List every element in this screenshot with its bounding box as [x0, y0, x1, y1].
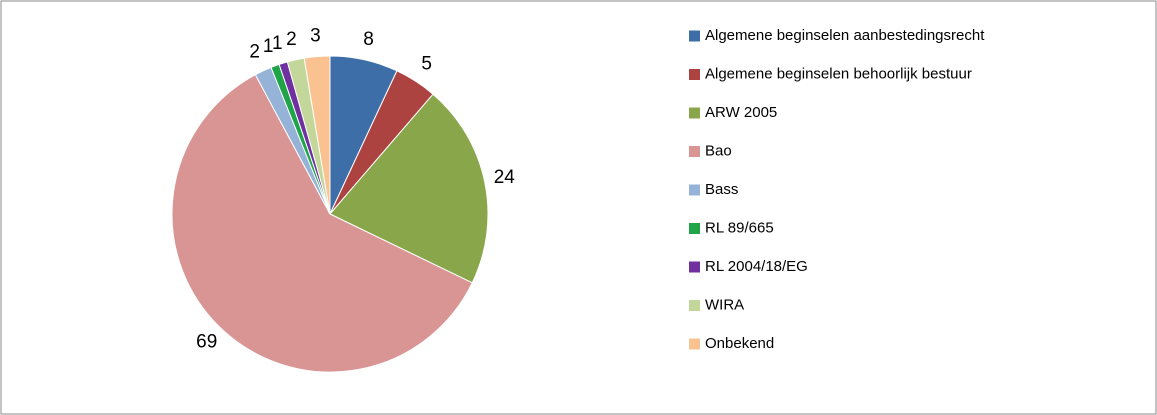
legend-swatch	[689, 338, 700, 350]
data-label: 69	[196, 331, 217, 352]
legend-label: WIRA	[705, 296, 744, 313]
legend-swatch	[689, 30, 700, 42]
data-label: 5	[421, 54, 432, 75]
data-label: 24	[494, 167, 516, 188]
legend-label: ARW 2005	[705, 104, 777, 121]
data-label: 1	[263, 36, 274, 57]
legend-label: Algemene beginselen behoorlijk bestuur	[705, 65, 972, 82]
legend-label: RL 89/665	[705, 219, 774, 236]
legend-label: Algemene beginselen aanbestedingsrecht	[705, 27, 985, 44]
pie-slice	[171, 74, 473, 373]
legend-swatch	[689, 223, 700, 234]
pie-slice	[329, 93, 489, 284]
legend-swatch	[689, 146, 700, 157]
legend-label: RL 2004/18/EG	[705, 258, 808, 275]
legend-swatch	[689, 69, 700, 80]
legend-label: Bass	[705, 181, 738, 198]
legend-swatch	[689, 300, 700, 311]
data-label: 3	[310, 26, 321, 47]
legend-label: Bao	[705, 142, 732, 159]
legend-swatch	[689, 107, 700, 119]
data-label: 2	[286, 29, 297, 50]
data-label: 8	[363, 29, 374, 50]
legend-swatch	[689, 184, 700, 196]
legend-swatch	[689, 261, 700, 273]
pie-slice	[303, 55, 331, 215]
legend-label: Onbekend	[705, 335, 774, 352]
data-label: 1	[272, 33, 283, 54]
data-label: 2	[249, 42, 260, 63]
